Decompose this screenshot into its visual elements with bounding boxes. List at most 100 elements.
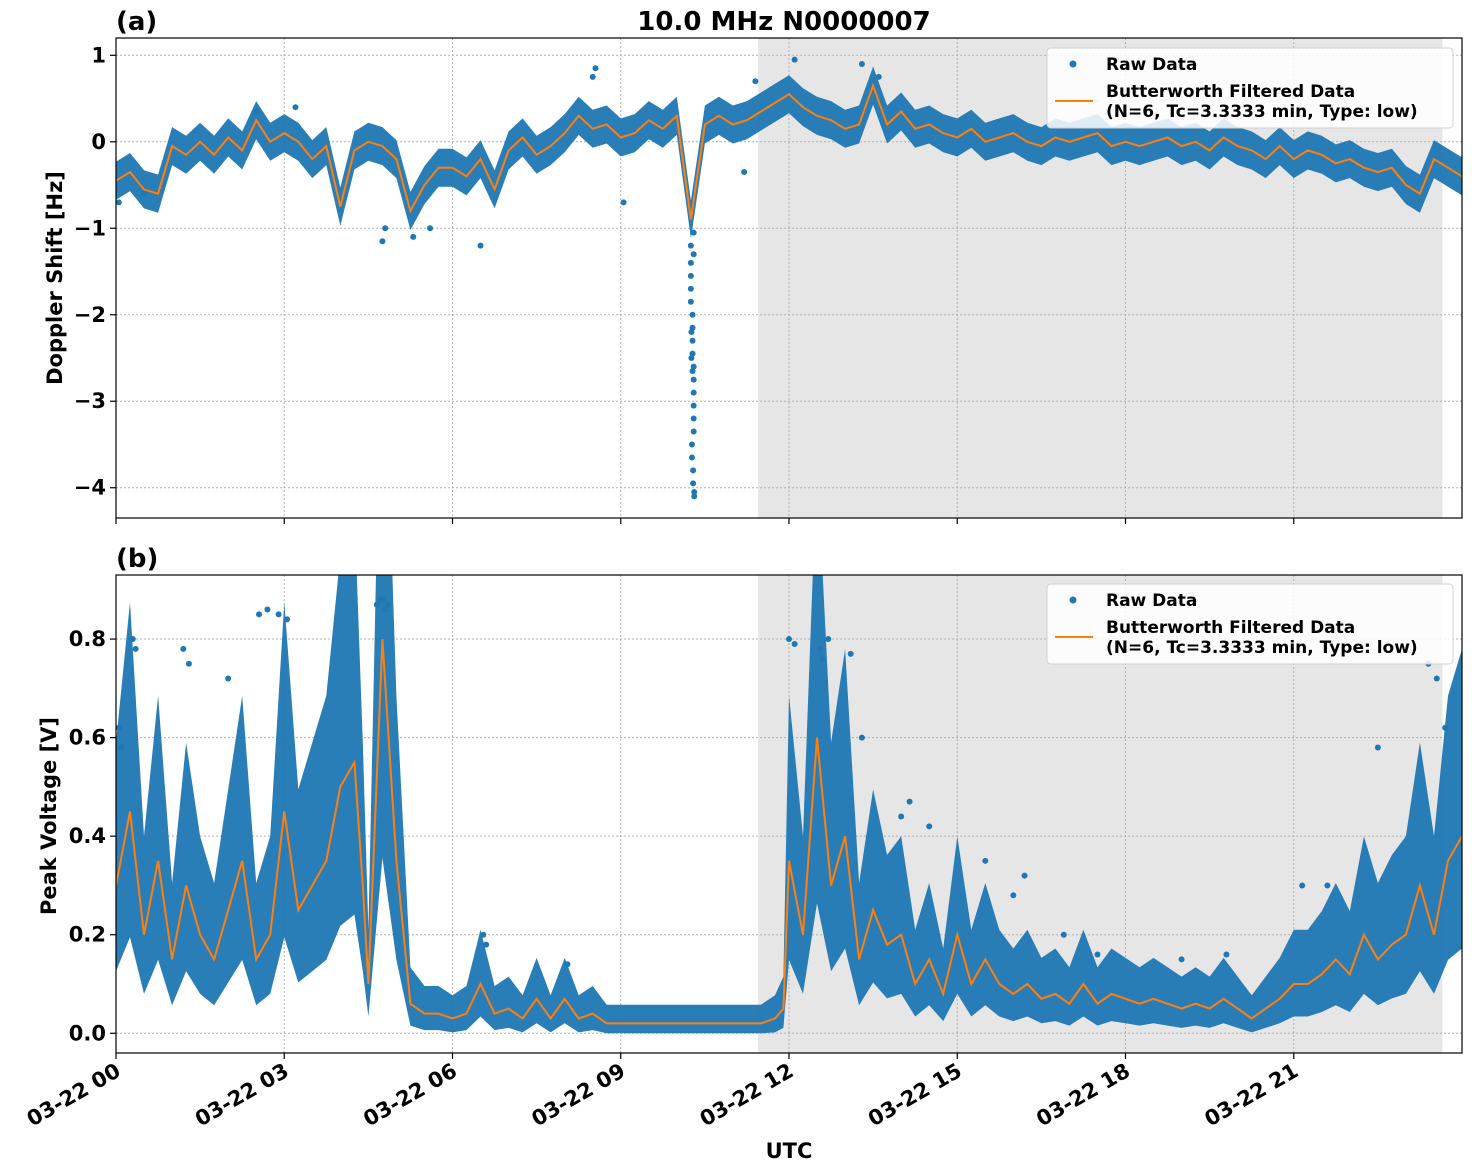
- panel-b-filtered-line: [116, 639, 1462, 1025]
- panel-a-y-tick-label-2: −1: [74, 216, 106, 240]
- panel-b-raw-point-8: [373, 601, 380, 608]
- x-tick-label-2: 03-22 06: [359, 1059, 461, 1132]
- chart-title: 10.0 MHz N0000007: [637, 7, 930, 37]
- panel-b-raw-point-3: [185, 660, 192, 667]
- legend-a-filtered-label-line1: Butterworth Filtered Data: [1106, 82, 1355, 102]
- x-tick-label-6: 03-22 18: [1032, 1059, 1134, 1132]
- panel-a-raw-point-22: [688, 355, 695, 361]
- legend-b-raw-label: Raw Data: [1106, 591, 1197, 611]
- x-tick-label-0: 03-22 00: [23, 1059, 125, 1132]
- legend-b-raw-marker: [1069, 596, 1077, 604]
- x-tick-label-4: 03-22 12: [696, 1059, 798, 1132]
- panel-b-raw-point-15: [564, 961, 571, 968]
- panel-a-raw-point-15: [688, 454, 695, 461]
- panel-a-raw-point-29: [741, 169, 748, 176]
- panel-a-raw-point-41: [116, 199, 122, 206]
- panel-a-raw-point-3: [687, 285, 694, 292]
- panel-b-raw-point-12: [385, 601, 392, 608]
- panel-a-raw-point-33: [875, 73, 882, 80]
- panel-a-raw-point-42: [141, 190, 148, 197]
- panel-a-raw-point-12: [690, 415, 697, 422]
- panel-a: (a) 1 0 −1 −2 −3 −4 Doppler Shift [Hz] Raw Da…: [43, 7, 1463, 524]
- x-tick-label-3: 03-22 09: [527, 1059, 629, 1132]
- panel-a-raw-point-17: [690, 480, 697, 487]
- panel-a-raw-point-13: [690, 428, 697, 435]
- panel-b-raw-point-31: [1178, 956, 1185, 963]
- panel-a-raw-point-20: [690, 402, 697, 409]
- panel-a-raw-point-25: [690, 229, 697, 236]
- panel-b-raw-point-21: [847, 650, 854, 657]
- panel-b-raw-point-2: [180, 645, 187, 652]
- panel-b-raw-point-0: [129, 636, 136, 643]
- panel-b-raw-point-17: [791, 640, 798, 647]
- panel-a-label: (a): [116, 7, 157, 37]
- panel-b-raw-point-33: [1299, 882, 1306, 889]
- panel-b-raw-point-29: [1060, 931, 1067, 938]
- panel-b-raw-point-39: [116, 724, 122, 731]
- panel-a-raw-point-16: [690, 467, 697, 474]
- panel-b-raw-point-37: [1433, 675, 1440, 682]
- panel-a-raw-point-19: [691, 493, 698, 500]
- panel-a-raw-data-band: [116, 66, 1462, 239]
- legend-a-raw-label: Raw Data: [1106, 55, 1197, 75]
- legend-a-box: [1046, 47, 1454, 129]
- panel-a-raw-point-38: [427, 225, 434, 232]
- panel-a-raw-point-10: [690, 376, 697, 383]
- panel-b-raw-point-26: [982, 857, 989, 864]
- legend-b-filtered-label-line2: (N=6, Tc=3.3333 min, Type: low): [1106, 638, 1418, 658]
- panel-b-raw-point-24: [906, 798, 913, 805]
- panel-a-raw-point-21: [688, 329, 695, 336]
- panel-a-raw-point-11: [690, 389, 697, 396]
- panel-b-raw-point-28: [1021, 872, 1028, 879]
- panel-a-raw-point-14: [688, 441, 695, 448]
- panel-a-filtered-line: [116, 82, 1462, 220]
- panel-a-y-tick-label-0: 1: [91, 43, 106, 67]
- panel-b-raw-point-41: [225, 675, 232, 682]
- panel-b-raw-point-27: [1010, 892, 1017, 899]
- panel-b-y-tick-label-3: 0.2: [69, 923, 106, 947]
- panel-a-raw-point-26: [589, 73, 596, 80]
- panel-b-ylabel: Peak Voltage [V]: [37, 717, 61, 915]
- panel-a-raw-point-0: [687, 242, 694, 249]
- panel-b-raw-point-1: [132, 645, 139, 652]
- panel-a-raw-point-23: [689, 367, 696, 374]
- panel-b-raw-point-11: [382, 606, 389, 613]
- panel-b-raw-point-13: [480, 931, 487, 938]
- panel-a-raw-point-34: [379, 238, 386, 245]
- panel-a-y-tick-label-3: −2: [74, 303, 106, 327]
- legend-a-raw-marker: [1069, 60, 1077, 68]
- panel-a-raw-point-4: [687, 298, 694, 305]
- legend-b-box: [1046, 583, 1454, 665]
- panel-b-raw-point-19: [819, 655, 826, 662]
- panel-a-raw-point-36: [477, 242, 484, 249]
- panel-a-raw-point-2: [687, 272, 694, 279]
- panel-a-raw-point-1: [687, 259, 694, 266]
- panel-b-y-tick-label-0: 0.8: [69, 627, 106, 651]
- panel-b-raw-point-4: [256, 611, 263, 618]
- x-tick-label-1: 03-22 03: [191, 1059, 293, 1132]
- panel-a-raw-point-39: [253, 108, 260, 115]
- panel-b-raw-point-34: [1324, 882, 1331, 889]
- panel-a-raw-point-7: [689, 337, 696, 344]
- x-tick-label-5: 03-22 15: [864, 1059, 966, 1132]
- legend-b: Raw Data Butterworth Filtered Data (N=6,…: [1046, 583, 1454, 665]
- panel-b-y-tick-label-1: 0.6: [69, 726, 106, 750]
- panel-a-raw-point-35: [382, 225, 389, 232]
- panel-b-raw-point-40: [118, 744, 125, 751]
- panel-b-raw-data-band: [116, 575, 1462, 1034]
- panel-b-raw-point-25: [926, 823, 933, 830]
- x-axis-label: UTC: [766, 1139, 813, 1163]
- panel-a-ylabel: Doppler Shift [Hz]: [43, 171, 67, 385]
- panel-b-y-tick-label-2: 0.4: [69, 824, 106, 848]
- panel-a-raw-point-5: [689, 311, 696, 318]
- panel-a-raw-point-40: [292, 104, 299, 111]
- panel-b-raw-point-5: [264, 606, 271, 613]
- panel-b-y-tick-label-4: 0.0: [69, 1021, 106, 1045]
- panel-b-raw-point-30: [1094, 951, 1101, 958]
- panel-a-y-tick-label-1: 0: [91, 130, 106, 154]
- panel-a-raw-point-18: [691, 489, 698, 496]
- panel-b-raw-point-23: [898, 813, 905, 820]
- legend-b-filtered-label-line1: Butterworth Filtered Data: [1106, 618, 1355, 638]
- panel-b-raw-point-22: [858, 734, 865, 741]
